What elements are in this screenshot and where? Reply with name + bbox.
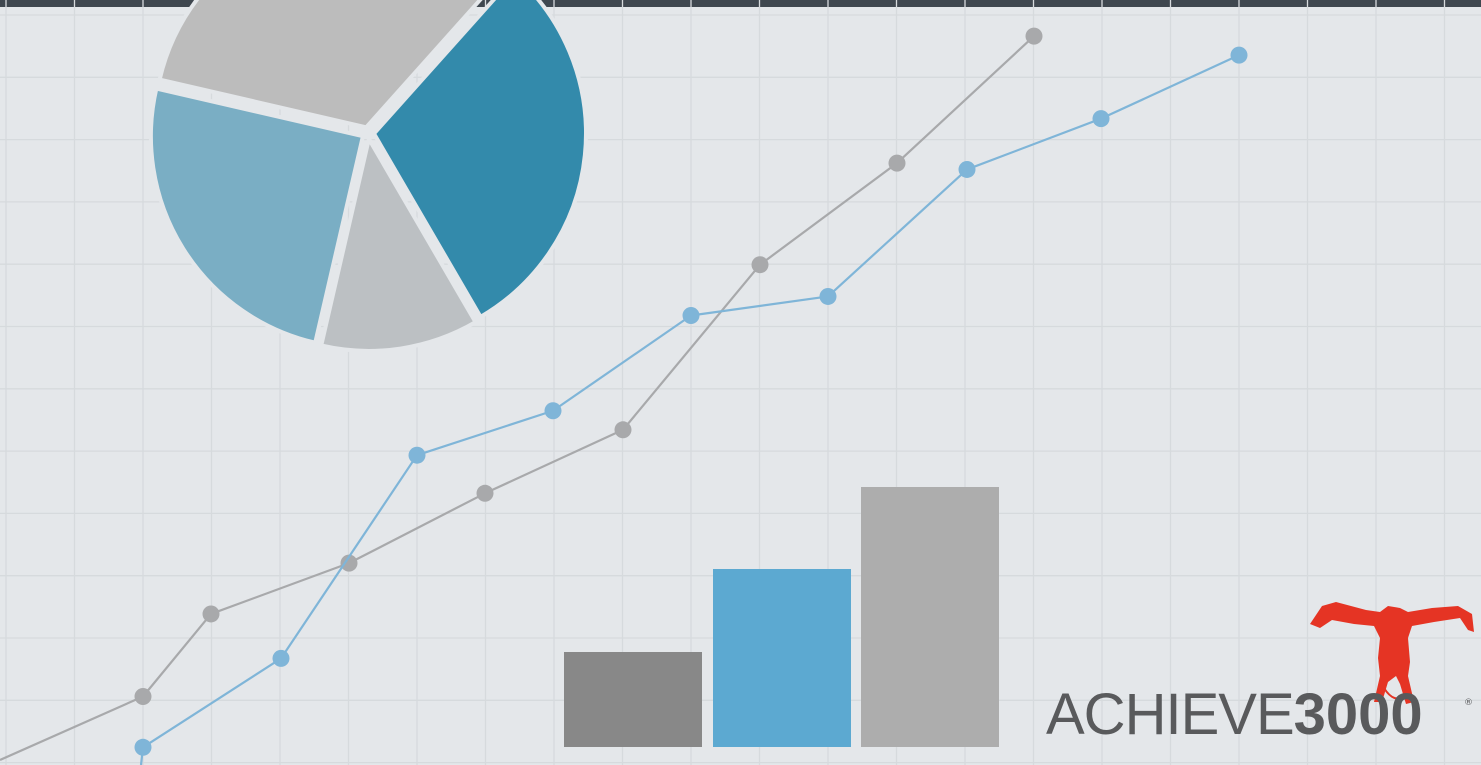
logo-wordmark: ACHIEVE3000: [1046, 680, 1476, 750]
blue-series-point: [1092, 110, 1110, 128]
blue-series-point: [544, 402, 562, 420]
gray-series-point: [1025, 27, 1043, 45]
bar: [713, 569, 851, 747]
blue-series-point: [819, 287, 837, 305]
top-bar: [0, 0, 1481, 7]
blue-series-point: [1230, 46, 1248, 64]
blue-series-point: [682, 307, 700, 324]
logo-word-achieve: ACHIEVE: [1046, 682, 1295, 747]
bar-chart: [564, 487, 999, 747]
pie-slice: [148, 86, 365, 345]
gray-series-point: [888, 154, 906, 172]
gray-series-point: [202, 605, 220, 623]
gray-series-point: [134, 688, 152, 705]
blue-series-point: [272, 649, 290, 667]
blue-series-point: [134, 738, 152, 756]
gray-series-point: [340, 554, 358, 572]
blue-series-line: [139, 54, 1240, 765]
pie-slice: [319, 136, 478, 353]
blue-series-point: [958, 160, 976, 178]
registered-mark: ®: [1464, 698, 1473, 708]
cartwheel-figure-icon: [1310, 602, 1474, 704]
blue-series-point: [408, 446, 426, 464]
pie-slice: [371, 0, 588, 319]
logo-word-3000: 3000: [1293, 682, 1423, 747]
pie-slice: [157, 0, 483, 130]
gray-series-point: [751, 256, 769, 274]
gray-series-point: [614, 421, 632, 439]
line-chart: [0, 27, 1248, 765]
achieve3000-logo: ACHIEVE3000 ®: [1046, 592, 1476, 762]
bar: [861, 487, 999, 747]
gray-series-point: [476, 484, 494, 502]
bar: [564, 652, 702, 747]
pie-chart: [148, 0, 588, 353]
